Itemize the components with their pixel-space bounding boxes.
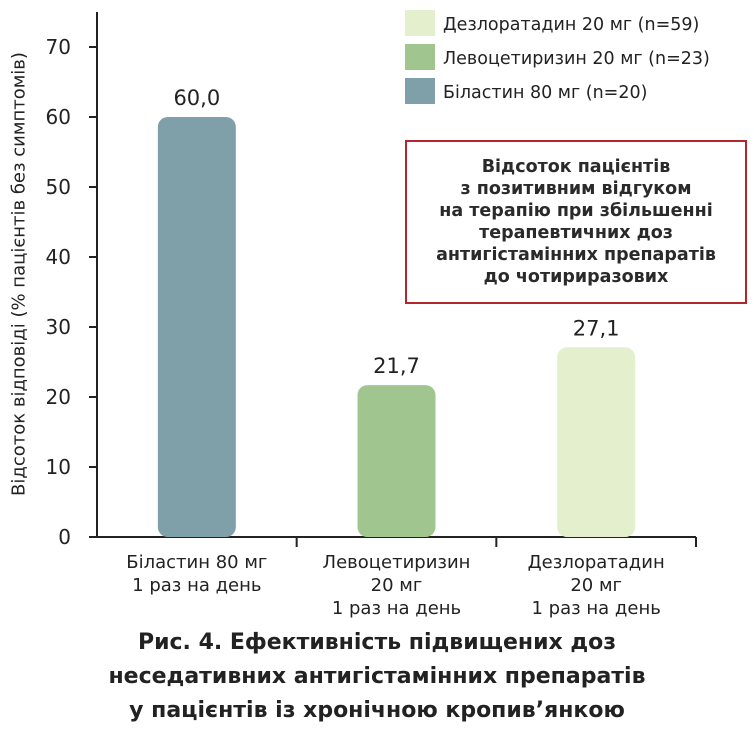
y-axis-label-container: Відсоток відповіді (% пацієнтів без симп… xyxy=(6,10,32,538)
y-axis-label: Відсоток відповіді (% пацієнтів без симп… xyxy=(8,52,30,496)
y-tick-label: 30 xyxy=(46,315,71,339)
figure-caption: Рис. 4. Ефективність підвищених доз несе… xyxy=(108,630,646,723)
x-category-label: 1 раз на день xyxy=(531,598,660,619)
x-category-label: 1 раз на день xyxy=(132,575,261,596)
bar-value-label: 27,1 xyxy=(573,316,620,340)
legend-label: Біластин 80 мг (n=20) xyxy=(443,83,647,103)
bar xyxy=(157,117,236,537)
bar xyxy=(357,385,436,537)
legend-label: Дезлоратадин 20 мг (n=59) xyxy=(443,15,699,35)
y-tick-label: 60 xyxy=(46,105,71,129)
x-category-label: 20 мг xyxy=(570,575,622,596)
x-category-label: 20 мг xyxy=(371,575,423,596)
x-category-label: Дезлоратадин xyxy=(528,552,665,573)
legend-swatch xyxy=(405,44,435,70)
x-category-label: Левоцетиризин xyxy=(323,552,471,573)
annotation-box: Відсоток пацієнтів з позитивним відгуком… xyxy=(405,140,747,304)
y-tick-label: 20 xyxy=(46,385,71,409)
x-category-label: Біластин 80 мг xyxy=(126,552,267,573)
y-tick-label: 0 xyxy=(58,525,71,549)
y-tick-label: 10 xyxy=(46,455,71,479)
x-category-label: 1 раз на день xyxy=(332,598,461,619)
bar-value-label: 21,7 xyxy=(373,354,420,378)
legend-swatch xyxy=(405,10,435,36)
y-tick-label: 70 xyxy=(46,35,71,59)
legend-swatch xyxy=(405,78,435,104)
annotation-text: Відсоток пацієнтів з позитивним відгуком… xyxy=(436,157,716,287)
bar-value-label: 60,0 xyxy=(173,86,220,110)
legend-label: Левоцетиризин 20 мг (n=23) xyxy=(443,49,710,69)
y-tick-label: 40 xyxy=(46,245,71,269)
bar xyxy=(557,347,636,537)
y-tick-label: 50 xyxy=(46,175,71,199)
